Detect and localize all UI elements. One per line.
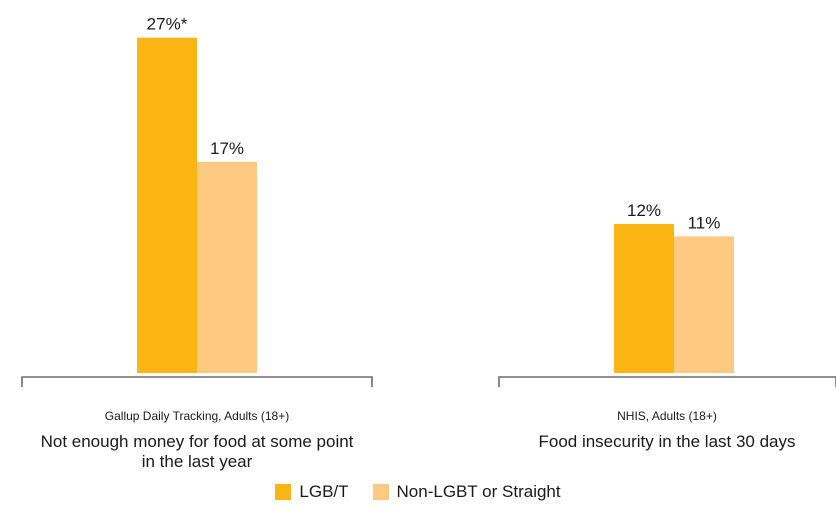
legend: LGB/T Non-LGBT or Straight xyxy=(0,482,836,502)
source-label-gallup: Gallup Daily Tracking, Adults (18+) xyxy=(105,409,289,423)
legend-item-lgbt: LGB/T xyxy=(275,482,349,502)
chart-group-gallup: 27%* 17% Gallup Daily Tracking, Adults (18… xyxy=(21,15,373,471)
legend-swatch-lgbt xyxy=(275,484,292,500)
chart-group-nhis: 12% 11% NHIS, Adults (18+) Food insecurity … xyxy=(498,201,836,451)
axis-bracket-nhis xyxy=(498,376,836,387)
legend-item-non-lgbt: Non-LGBT or Straight xyxy=(372,482,561,502)
category-label-gallup-line-2: in the last year xyxy=(142,452,253,471)
axis-bracket-gallup xyxy=(21,376,373,387)
bar-nhis-lgbt xyxy=(614,223,674,373)
legend-swatch-non-lgbt xyxy=(372,484,389,500)
data-label-gallup-non-lgbt: 17% xyxy=(210,139,244,158)
legend-label-non-lgbt: Non-LGBT or Straight xyxy=(396,482,561,501)
legend-label-lgbt: LGB/T xyxy=(299,482,349,501)
bar-gallup-lgbt xyxy=(137,37,197,373)
bar-gallup-non-lgbt xyxy=(197,161,257,373)
source-label-nhis: NHIS, Adults (18+) xyxy=(617,409,717,423)
data-label-nhis-lgbt: 12% xyxy=(627,201,661,220)
data-label-gallup-lgbt: 27%* xyxy=(147,15,188,34)
data-label-nhis-non-lgbt: 11% xyxy=(688,213,721,232)
category-label-nhis-line-1: Food insecurity in the last 30 days xyxy=(538,432,795,451)
category-label-gallup-line-1: Not enough money for food at some point xyxy=(41,432,354,451)
bar-nhis-non-lgbt xyxy=(674,236,734,373)
